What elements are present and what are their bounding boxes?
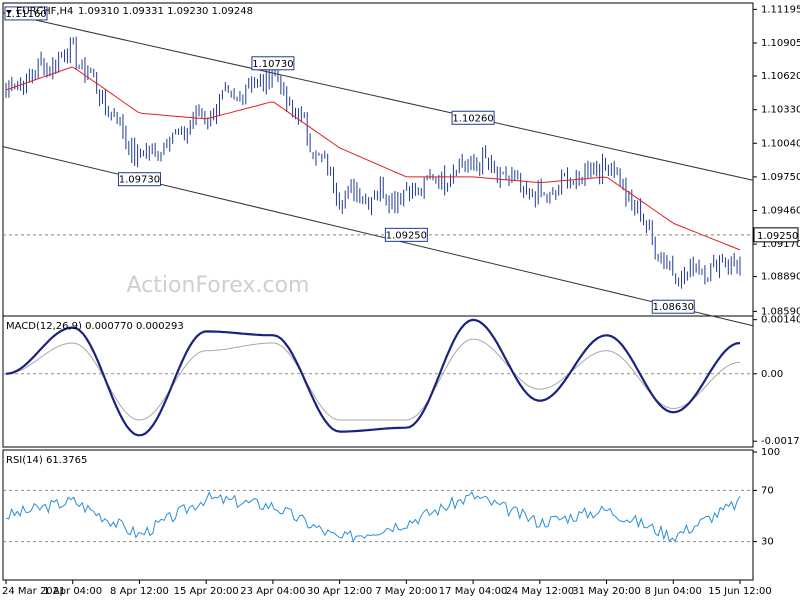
price-annotation-label: 1.08630 <box>653 302 694 313</box>
rsi-panel: 100 70 30 <box>3 447 780 548</box>
dropdown-triangle-icon[interactable] <box>6 10 12 14</box>
price-tick-label: 1.09750 <box>761 172 800 183</box>
price-tick-label: 1.10905 <box>761 38 800 49</box>
price-tick-label: 1.10330 <box>761 105 800 116</box>
price-annotation-label: 1.10260 <box>452 113 493 124</box>
rsi-tick-label: 30 <box>761 537 774 548</box>
watermark-text: ActionForex.com <box>127 273 310 298</box>
price-annotation-box <box>651 299 695 314</box>
time-tick-label: 24 Mar 2021 <box>2 586 65 597</box>
rsi-line <box>5 491 741 543</box>
macd-tick-label: -0.00175 <box>761 436 800 447</box>
price-bars <box>5 36 741 289</box>
channel-lines <box>2 12 754 327</box>
ohlc-values: 1.09310 1.09331 1.09230 1.09248 <box>78 6 253 17</box>
current-price-label: 1.09250 <box>757 231 798 242</box>
time-tick-label: 31 May 20:00 <box>572 586 641 597</box>
time-tick-label: 24 May 12:00 <box>506 586 575 597</box>
price-tick-label: 1.10620 <box>761 71 800 82</box>
symbol-label: EURCHF,H4 <box>16 6 73 17</box>
price-annotation-label: 1.11160 <box>5 9 46 20</box>
moving-average-line <box>5 66 741 251</box>
rsi-tick-label: 100 <box>761 447 780 458</box>
time-tick-label: 1 Apr 04:00 <box>43 586 102 597</box>
time-tick-label: 8 Jun 04:00 <box>645 586 702 597</box>
rsi-panel-frame <box>2 449 754 581</box>
macd-panel-frame <box>2 315 754 448</box>
price-header: EURCHF,H4 1.09310 1.09331 1.09230 1.0924… <box>6 6 253 17</box>
price-annotation-label: 1.09730 <box>119 175 160 186</box>
price-annotation-box <box>251 56 295 71</box>
channel-lower-line <box>2 146 754 327</box>
price-tick-label: 1.10040 <box>761 138 800 149</box>
macd-tick-label: 0.001405 <box>761 315 800 326</box>
moving-average <box>5 66 741 251</box>
channel-upper-line <box>2 12 754 181</box>
macd-title: MACD(12,26,9) 0.000770 0.000293 <box>6 321 184 332</box>
time-tick-label: 8 Apr 12:00 <box>110 586 169 597</box>
price-annotation-label: 1.10730 <box>252 59 293 70</box>
price-annotation-box <box>384 227 428 242</box>
time-tick-label: 7 May 20:00 <box>375 586 437 597</box>
price-panel-frame <box>2 2 754 317</box>
time-tick-label: 15 Apr 20:00 <box>174 586 239 597</box>
price-annotations: 1.11160 1.10730 1.09730 1.10260 1.09250 1.086… <box>4 6 695 314</box>
price-annotation-box <box>117 172 161 187</box>
price-tick-label: 1.09460 <box>761 206 800 217</box>
price-axis: 1.11195 1.10905 1.10620 1.10330 1.10040 1.097… <box>753 4 800 317</box>
price-annotation-box <box>451 110 495 125</box>
time-tick-label: 23 Apr 04:00 <box>240 586 305 597</box>
macd-panel: 0.001405 0.00 -0.00175 <box>3 315 800 447</box>
price-tick-label: 1.11195 <box>761 4 800 15</box>
watermark: ActionForex.com <box>127 273 310 298</box>
time-tick-label: 17 May 04:00 <box>439 586 508 597</box>
rsi-title: RSI(14) 61.3765 <box>6 455 87 466</box>
price-tick-label: 1.08590 <box>761 306 800 317</box>
current-price-tag <box>753 227 799 243</box>
price-annotation-label: 1.09250 <box>386 230 427 241</box>
price-annotation-box <box>4 6 48 21</box>
price-tick-label: 1.08890 <box>761 272 800 283</box>
current-price-line: 1.09250 <box>3 227 799 243</box>
macd-main-line <box>5 318 741 437</box>
rsi-tick-label: 70 <box>761 485 774 496</box>
time-tick-label: 15 Jun 12:00 <box>708 586 772 597</box>
macd-tick-label: 0.00 <box>761 369 783 380</box>
time-tick-label: 30 Apr 12:00 <box>307 586 372 597</box>
macd-signal-line <box>5 338 741 421</box>
price-tick-label: 1.09170 <box>761 239 800 250</box>
